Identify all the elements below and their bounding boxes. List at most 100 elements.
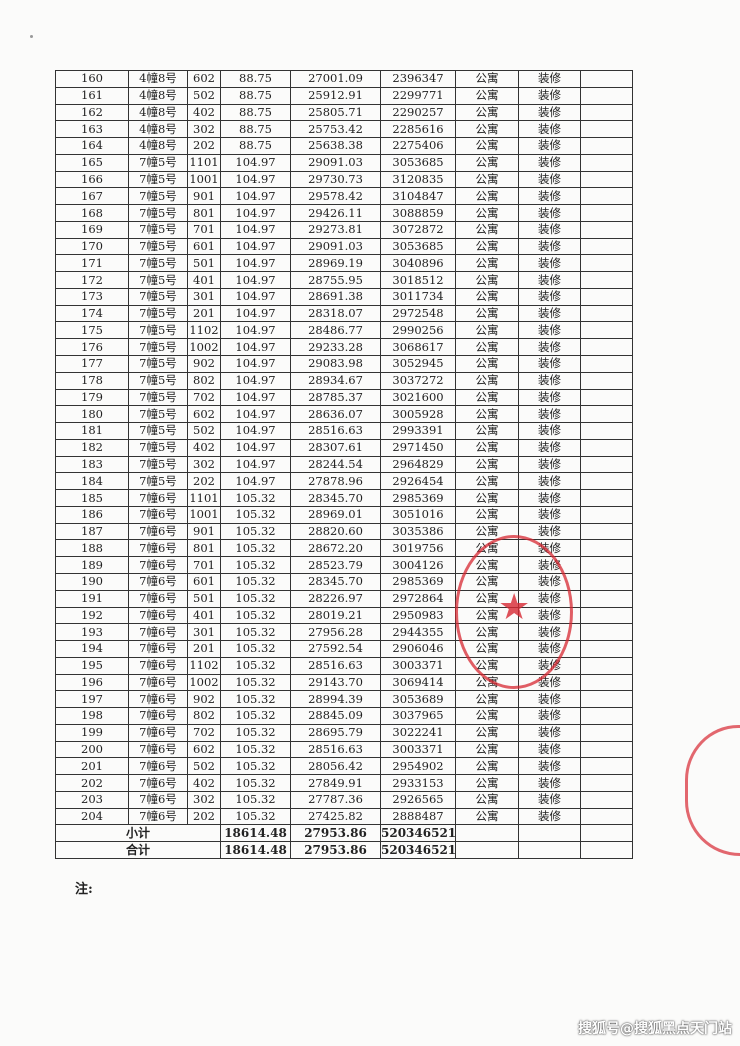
building: 7幢6号 — [128, 723, 188, 742]
row-number: 174 — [55, 304, 129, 323]
area: 105.32 — [220, 790, 291, 809]
blank-cell — [580, 170, 633, 189]
room: 801 — [187, 204, 221, 222]
blank-cell — [580, 355, 633, 373]
decoration: 装修 — [518, 539, 581, 558]
row-number: 173 — [55, 287, 129, 306]
blank-cell — [580, 690, 633, 709]
usage: 公寓 — [455, 220, 519, 239]
building: 7幢5号 — [128, 287, 188, 306]
row-number: 167 — [55, 187, 129, 206]
table-row: 187 7幢6号 901 105.32 28820.60 3035386 公寓 装修 — [55, 522, 633, 541]
decoration: 装修 — [518, 304, 581, 323]
unit-price: 28516.63 — [290, 422, 381, 440]
usage: 公寓 — [455, 790, 519, 809]
area: 104.97 — [220, 422, 291, 440]
row-number: 179 — [55, 388, 129, 407]
usage: 公寓 — [455, 690, 519, 709]
area: 104.97 — [220, 287, 291, 306]
building: 7幢6号 — [128, 589, 188, 608]
room: 202 — [187, 807, 221, 826]
decoration: 装修 — [518, 220, 581, 239]
blank-cell — [518, 841, 581, 859]
total-price: 2396347 — [380, 70, 456, 88]
table-row: 196 7幢6号 1002 105.32 29143.70 3069414 公寓 装修 — [55, 673, 633, 692]
decoration: 装修 — [518, 405, 581, 424]
total-price: 3088859 — [380, 204, 456, 222]
decoration: 装修 — [518, 623, 581, 642]
room: 802 — [187, 371, 221, 390]
total-price: 2972864 — [380, 589, 456, 608]
table-row: 202 7幢6号 402 105.32 27849.91 2933153 公寓 装修 — [55, 774, 633, 792]
building: 4幢8号 — [128, 103, 188, 122]
room: 402 — [187, 774, 221, 792]
building: 7幢5号 — [128, 388, 188, 407]
usage: 公寓 — [455, 505, 519, 524]
decoration: 装修 — [518, 606, 581, 625]
room: 501 — [187, 254, 221, 273]
unit-price: 28019.21 — [290, 606, 381, 625]
usage: 公寓 — [455, 707, 519, 725]
unit-price: 29273.81 — [290, 220, 381, 239]
building: 7幢5号 — [128, 220, 188, 239]
row-number: 169 — [55, 220, 129, 239]
total-price: 2972548 — [380, 304, 456, 323]
table-row: 188 7幢6号 801 105.32 28672.20 3019756 公寓 装修 — [55, 539, 633, 558]
unit-price: 28969.19 — [290, 254, 381, 273]
decoration: 装修 — [518, 522, 581, 541]
total-price: 3040896 — [380, 254, 456, 273]
area: 104.97 — [220, 438, 291, 457]
unit-price: 29426.11 — [290, 204, 381, 222]
area: 105.32 — [220, 807, 291, 826]
total-price: 3018512 — [380, 271, 456, 289]
decoration: 装修 — [518, 656, 581, 675]
table-row: 203 7幢6号 302 105.32 27787.36 2926565 公寓 装修 — [55, 790, 633, 809]
usage: 公寓 — [455, 355, 519, 373]
row-number: 162 — [55, 103, 129, 122]
building: 4幢8号 — [128, 70, 188, 88]
area: 88.75 — [220, 86, 291, 105]
row-number: 189 — [55, 556, 129, 574]
room: 202 — [187, 137, 221, 155]
table-row: 166 7幢5号 1001 104.97 29730.73 3120835 公寓 装修 — [55, 170, 633, 189]
building: 7幢6号 — [128, 623, 188, 642]
area: 105.32 — [220, 572, 291, 591]
table-row: 184 7幢5号 202 104.97 27878.96 2926454 公寓 装修 — [55, 472, 633, 491]
area: 104.97 — [220, 204, 291, 222]
table-row: 164 4幢8号 202 88.75 25638.38 2275406 公寓 装修 — [55, 137, 633, 155]
area: 105.32 — [220, 489, 291, 507]
blank-cell — [580, 539, 633, 558]
usage: 公寓 — [455, 304, 519, 323]
room: 1002 — [187, 673, 221, 692]
total-price: 3022241 — [380, 723, 456, 742]
unit-price: 27787.36 — [290, 790, 381, 809]
blank-cell — [580, 220, 633, 239]
decoration: 装修 — [518, 690, 581, 709]
area: 104.97 — [220, 237, 291, 256]
room: 302 — [187, 790, 221, 809]
building: 7幢6号 — [128, 606, 188, 625]
building: 7幢5号 — [128, 438, 188, 457]
decoration: 装修 — [518, 505, 581, 524]
usage: 公寓 — [455, 70, 519, 88]
table-row: 189 7幢6号 701 105.32 28523.79 3004126 公寓 装修 — [55, 556, 633, 574]
decoration: 装修 — [518, 287, 581, 306]
blank-cell — [580, 656, 633, 675]
unit-price: 28695.79 — [290, 723, 381, 742]
blank-cell — [580, 422, 633, 440]
building: 7幢6号 — [128, 673, 188, 692]
unit-price: 27956.28 — [290, 623, 381, 642]
area: 105.32 — [220, 757, 291, 776]
total-price: 2964829 — [380, 455, 456, 474]
room: 202 — [187, 472, 221, 491]
building: 7幢5号 — [128, 405, 188, 424]
total-price: 2971450 — [380, 438, 456, 457]
table-row: 176 7幢5号 1002 104.97 29233.28 3068617 公寓 装修 — [55, 338, 633, 357]
total-price: 3072872 — [380, 220, 456, 239]
building: 7幢5号 — [128, 254, 188, 273]
blank-cell — [580, 137, 633, 155]
area: 105.32 — [220, 623, 291, 642]
room: 701 — [187, 556, 221, 574]
building: 7幢6号 — [128, 505, 188, 524]
table-row: 163 4幢8号 302 88.75 25753.42 2285616 公寓 装修 — [55, 120, 633, 139]
